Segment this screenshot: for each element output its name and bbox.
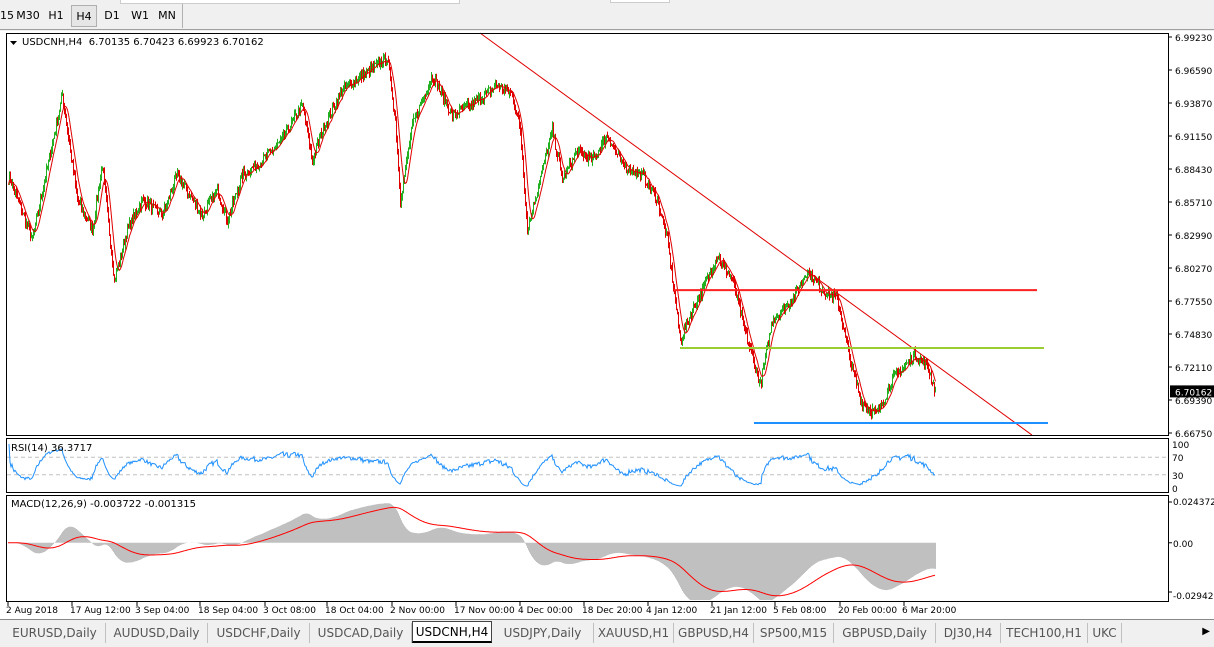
time-label: 18 Dec 20:00 xyxy=(582,606,643,616)
axes: 6.99230 6.96590 6.93870 6.91150 6.88430 6.857… xyxy=(6,34,1214,616)
scroll-right-icon[interactable]: ▶ xyxy=(1202,626,1210,637)
time-label: 3 Oct 08:00 xyxy=(263,606,316,616)
time-label: 4 Jan 12:00 xyxy=(646,606,698,616)
rsi-level-label: 30 xyxy=(1172,472,1184,482)
time-label: 2 Nov 00:00 xyxy=(390,606,445,616)
timeframe-m15[interactable]: 15 xyxy=(0,9,14,22)
time-label: 20 Feb 00:00 xyxy=(838,606,897,616)
macd-panel: 0.024372 0.00 -0.029423 xyxy=(8,498,1214,602)
timeframe-toolbar: 15 M30 H1 H4 D1 W1 MN xyxy=(0,0,1214,30)
rsi-line xyxy=(8,443,936,487)
price-label: 6.82990 xyxy=(1175,232,1212,242)
dropdown-triangle-icon[interactable] xyxy=(10,41,17,45)
price-label: 6.99230 xyxy=(1175,34,1212,44)
macd-axis-label: 0.024372 xyxy=(1173,498,1214,508)
macd-axis-label: 0.00 xyxy=(1173,540,1193,550)
timeframe-w1[interactable]: W1 xyxy=(131,9,149,22)
time-label: 18 Oct 04:00 xyxy=(325,606,384,616)
chart-tab[interactable]: USDCHF,Daily xyxy=(208,623,310,643)
chart-tab[interactable]: USDCNH,H4 xyxy=(412,621,492,643)
chart-tab[interactable]: USDJPY,Daily xyxy=(492,623,594,643)
rsi-label: RSI(14) 36.3717 xyxy=(11,443,92,454)
price-label: 6.69390 xyxy=(1175,397,1212,407)
rsi-level-label: 100 xyxy=(1172,441,1189,451)
timeframe-m30[interactable]: M30 xyxy=(16,9,40,22)
toolbar-separator xyxy=(182,4,183,28)
chart-tabs: EURUSD,Daily AUDUSD,Daily USDCHF,Daily USDC… xyxy=(0,619,1214,647)
price-label: 6.77550 xyxy=(1175,298,1212,308)
price-panel-border xyxy=(6,33,1169,436)
timeframe-mn[interactable]: MN xyxy=(158,9,176,22)
time-label: 21 Jan 12:00 xyxy=(710,606,767,616)
trendline xyxy=(479,32,1033,436)
price-label: 6.66750 xyxy=(1175,430,1212,440)
price-label: 6.72110 xyxy=(1175,364,1212,374)
chart-tab[interactable]: UKC xyxy=(1088,623,1122,643)
chart-tab[interactable]: EURUSD,Daily xyxy=(4,623,106,643)
price-panel xyxy=(8,32,1048,436)
current-price-marker xyxy=(1170,385,1214,398)
price-label: 6.96590 xyxy=(1175,67,1212,77)
rsi-level-label: 70 xyxy=(1172,454,1184,464)
macd-panel-border xyxy=(6,495,1169,602)
price-label: 6.85710 xyxy=(1175,199,1212,209)
time-label: 17 Aug 12:00 xyxy=(70,606,131,616)
price-label: 6.74830 xyxy=(1175,331,1212,341)
price-label: 6.93870 xyxy=(1175,100,1212,110)
timeframe-h1[interactable]: H1 xyxy=(48,9,64,22)
time-label: 5 Feb 08:00 xyxy=(773,606,827,616)
chart-tab[interactable]: USDCAD,Daily xyxy=(310,623,412,643)
timeframe-h4[interactable]: H4 xyxy=(71,5,97,27)
chart-tab[interactable]: AUDUSD,Daily xyxy=(106,623,208,643)
moving-average-line xyxy=(8,60,936,412)
time-label: 4 Dec 00:00 xyxy=(518,606,573,616)
time-label: 6 Mar 20:00 xyxy=(902,606,957,616)
time-label: 3 Sep 04:00 xyxy=(135,606,190,616)
chart-tab[interactable]: GBPUSD,H4 xyxy=(674,623,754,643)
timeframe-d1[interactable]: D1 xyxy=(104,9,120,22)
symbol-header: USDCNH,H4 6.70135 6.70423 6.69923 6.7016… xyxy=(22,37,264,48)
macd-axis-label: -0.029423 xyxy=(1173,592,1214,602)
chart-tab[interactable]: TECH100,H1 xyxy=(1001,623,1088,643)
time-label: 17 Nov 00:00 xyxy=(454,606,515,616)
rsi-level-label: 0 xyxy=(1172,485,1178,495)
time-label: 18 Sep 04:00 xyxy=(198,606,258,616)
price-label: 6.91150 xyxy=(1175,133,1212,143)
chart-tab[interactable]: DJ30,H4 xyxy=(936,623,1001,643)
chart-tab[interactable]: SP500,M15 xyxy=(754,623,834,643)
chart-tab[interactable]: XAUUSD,H1 xyxy=(594,623,674,643)
toolbar-edge xyxy=(610,0,670,3)
rsi-panel: 100 70 30 0 xyxy=(7,441,1189,495)
time-label: 2 Aug 2018 xyxy=(6,606,58,616)
rsi-panel-border xyxy=(6,438,1169,493)
price-label: 6.88430 xyxy=(1175,166,1212,176)
macd-signal-line xyxy=(8,506,936,597)
current-price-label: 6.70162 xyxy=(1175,388,1212,398)
chart-tab[interactable]: GBPUSD,Daily xyxy=(834,623,936,643)
price-label: 6.80270 xyxy=(1175,265,1212,275)
toolbar-edge xyxy=(120,0,460,4)
macd-label: MACD(12,26,9) -0.003722 -0.001315 xyxy=(11,499,196,510)
